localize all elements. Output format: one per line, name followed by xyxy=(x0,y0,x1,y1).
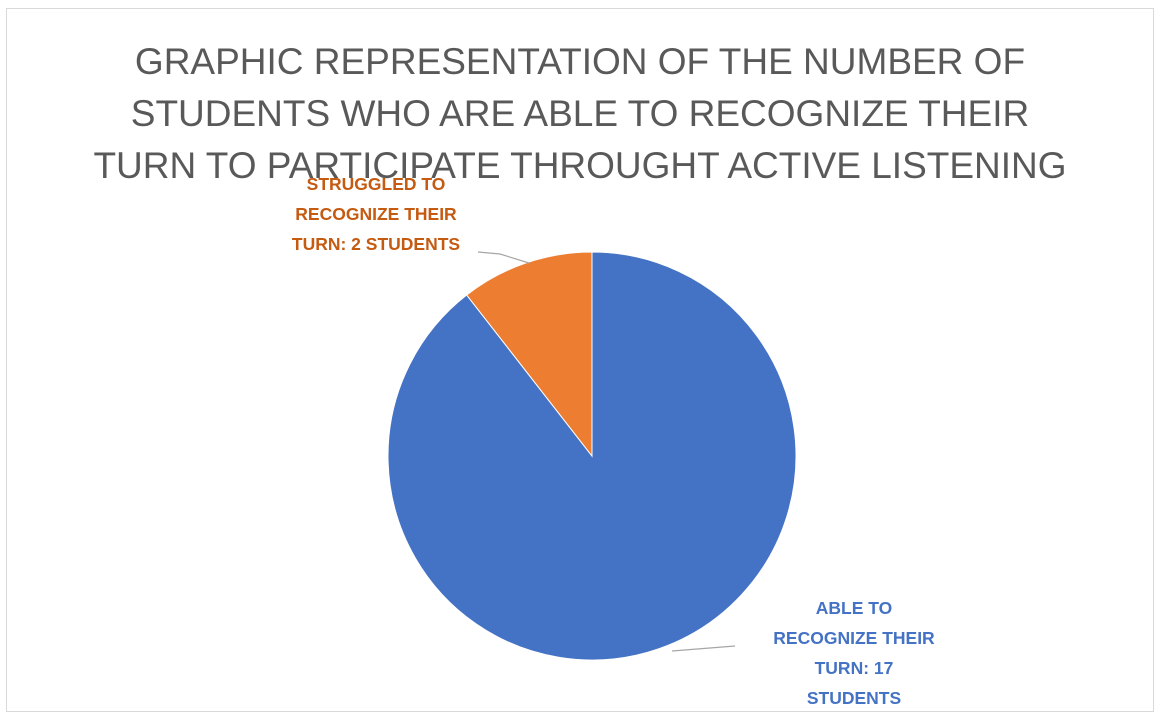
data-label-struggled: STRUGGLED TO RECOGNIZE THEIR TURN: 2 STUDE… xyxy=(292,174,460,254)
chart-title-line-2: STUDENTS WHO ARE ABLE TO RECOGNIZE THEIR xyxy=(131,93,1029,134)
chart-title-line-3: TURN TO PARTICIPATE THROUGHT ACTIVE LIST… xyxy=(93,145,1066,186)
data-label-line: RECOGNIZE THEIR xyxy=(295,204,457,224)
data-labels: ABLE TO RECOGNIZE THEIR TURN: 17 STUDENTS ST… xyxy=(292,174,935,708)
data-label-line: STRUGGLED TO xyxy=(307,174,446,194)
data-label-line: ABLE TO xyxy=(816,598,893,618)
data-label-line: RECOGNIZE THEIR xyxy=(773,628,935,648)
leader-line-able xyxy=(671,645,736,652)
data-label-line: TURN: 2 STUDENTS xyxy=(292,234,460,254)
pie-slice-struggled xyxy=(465,251,593,458)
leader-lines xyxy=(477,251,736,652)
chart-title: GRAPHIC REPRESENTATION OF THE NUMBER OF … xyxy=(93,41,1066,186)
data-label-able: ABLE TO RECOGNIZE THEIR TURN: 17 STUDENTS xyxy=(773,598,935,708)
pie-slices xyxy=(387,251,797,661)
data-label-line: STUDENTS xyxy=(807,688,901,708)
chart-title-line-1: GRAPHIC REPRESENTATION OF THE NUMBER OF xyxy=(135,41,1025,82)
data-label-line: TURN: 17 xyxy=(815,658,894,678)
leader-line-struggled xyxy=(477,251,530,264)
